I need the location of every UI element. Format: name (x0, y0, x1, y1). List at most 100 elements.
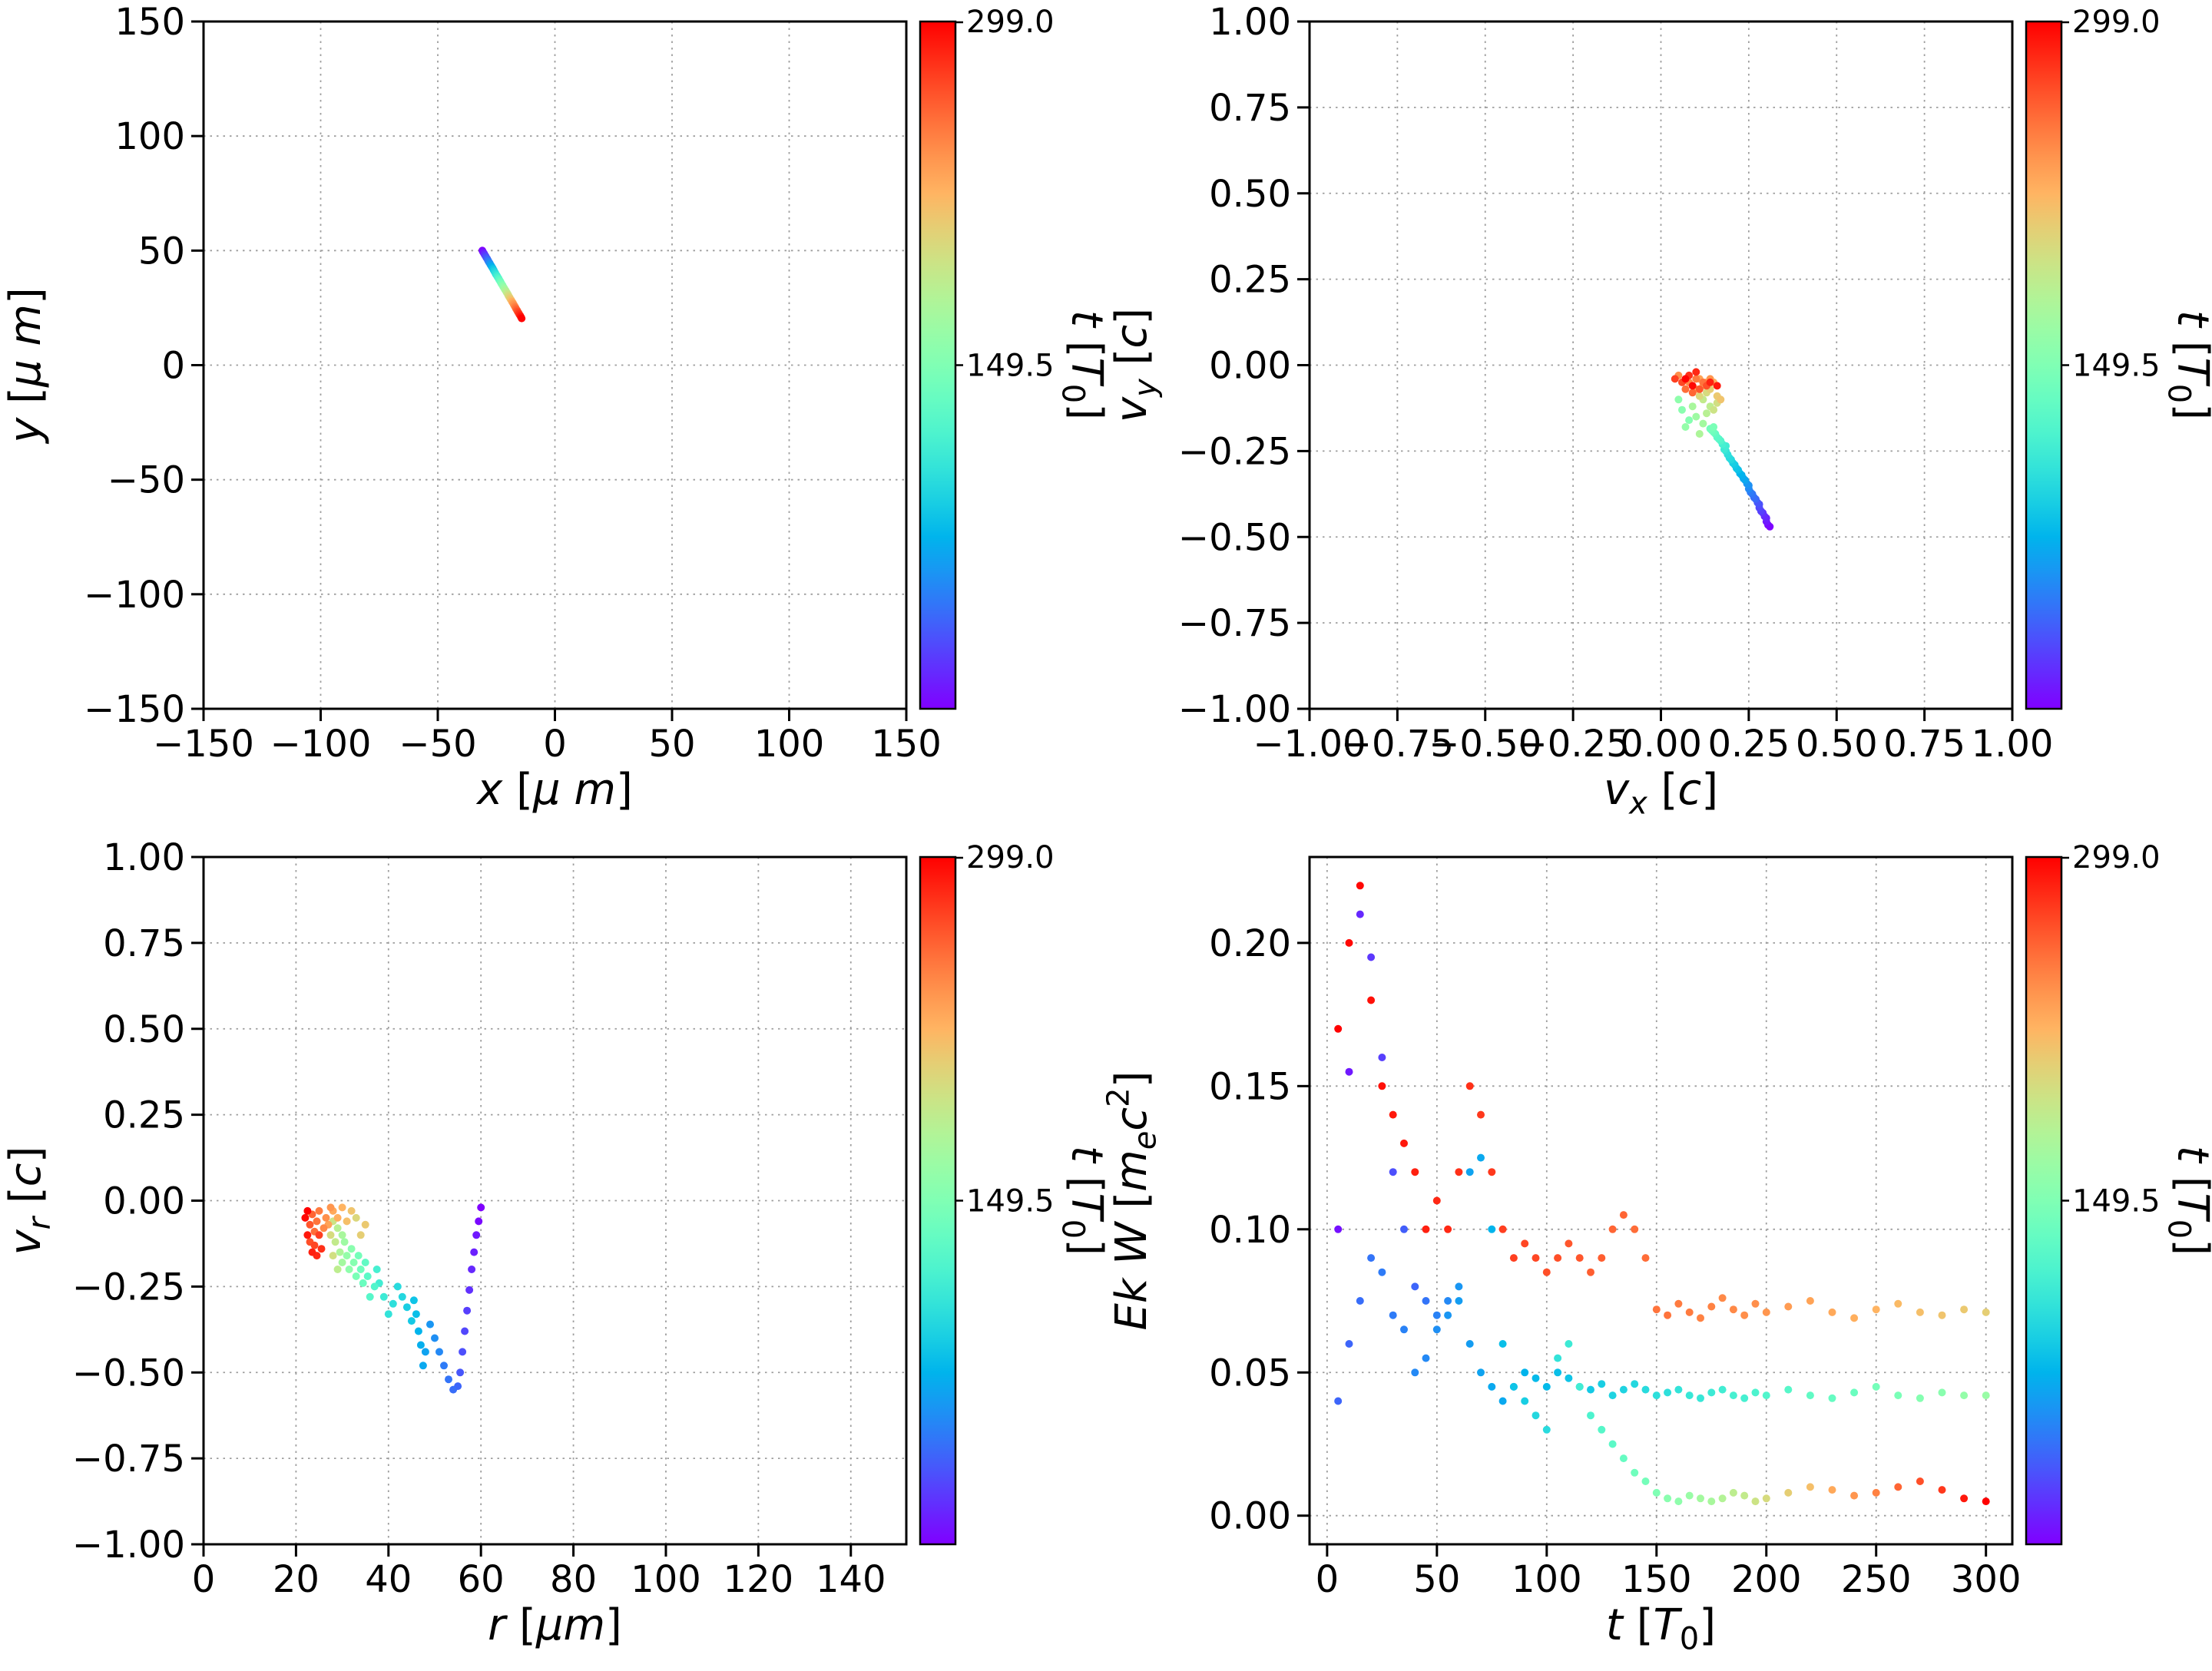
y-tick-label: −0.75 (1178, 602, 1291, 645)
axis-ticks: −1.00−0.75−0.50−0.250.00 0.25 0.50 0.75 1.00… (1178, 1, 2054, 766)
panel-kinetic-energy-vs-time: 0 50 100 150 200 250 300 0.00 0.05 0.10 0.15 0.20 t … (1106, 836, 2212, 1671)
y-tick-label: 0.15 (1209, 1065, 1291, 1108)
x-tick-label: 140 (816, 1558, 886, 1601)
y-tick-label: −0.75 (72, 1438, 185, 1481)
y-tick-label: −150 (84, 688, 185, 731)
axis-ticks: 0 50 100 150 200 250 300 0.00 0.05 0.10 0.15 0.20 (1209, 922, 2021, 1601)
panel-radial-velocity-vs-r: 0 20 40 60 80 100 120 140 −1.00 −0.75 −0.50 −0.25 0.… (0, 836, 1106, 1671)
x-tick-label: 0.50 (1796, 723, 1878, 766)
y-tick-label: 0.20 (1209, 922, 1291, 965)
colorbar-mid-tick-label: 149.5 (2072, 349, 2161, 384)
colorbar: 299.0 149.5t [T0] (919, 840, 1106, 1546)
colorbar-top-tick-label: 299.0 (2072, 840, 2161, 875)
points-layer (1671, 368, 1774, 531)
colorbar-top-tick-label: 299.0 (2072, 5, 2161, 40)
y-tick-label: 0.75 (103, 922, 185, 965)
x-tick-label: 0 (543, 723, 567, 766)
x-tick-label: 0.00 (1620, 723, 1702, 766)
y-tick-label: 0.05 (1209, 1352, 1291, 1395)
x-tick-label: 40 (365, 1558, 412, 1601)
plot-velocity-vx-vy: −1.00−0.75−0.50−0.250.00 0.25 0.50 0.75 1.00… (1107, 1, 2212, 821)
axes-frame (1308, 855, 2014, 1546)
x-tick-label: −0.25 (1517, 723, 1630, 766)
axis-ticks: −150 −100 −50 0 50 100 150 −150 −100 −50 0 50 100 150 (84, 1, 942, 766)
colorbar: 299.0 149.5t [T0] (2025, 840, 2212, 1546)
x-tick-label: 20 (273, 1558, 320, 1601)
x-tick-label: 250 (1841, 1558, 1912, 1601)
y-tick-label: 0 (161, 345, 185, 388)
y-axis-label: vr [c] (1, 1147, 57, 1256)
y-tick-label: 1.00 (1209, 1, 1291, 44)
y-tick-label: 0.50 (103, 1008, 185, 1051)
plot-kinetic-energy-vs-time: 0 50 100 150 200 250 300 0.00 0.05 0.10 0.15 0.20 t … (1106, 840, 2212, 1656)
colorbar: 299.0 149.5t [T0] (919, 5, 1106, 710)
x-tick-label: 120 (724, 1558, 794, 1601)
y-axis-label: vy [c] (1107, 308, 1163, 422)
axis-ticks: 0 20 40 60 80 100 120 140 −1.00 −0.75 −0.50 −0.25 0.… (72, 836, 886, 1601)
x-tick-label: 80 (550, 1558, 597, 1601)
x-tick-label: 0 (1316, 1558, 1339, 1601)
x-tick-label: −50 (399, 723, 476, 766)
y-tick-label: 0.00 (1209, 345, 1291, 388)
x-tick-label: −0.50 (1429, 723, 1541, 766)
y-tick-label: 0.10 (1209, 1209, 1291, 1252)
panel-trajectory-xy: −150 −100 −50 0 50 100 150 −150 −100 −50 0 50 100 150… (0, 0, 1106, 836)
y-tick-label: 50 (138, 230, 185, 273)
x-tick-label: 100 (631, 1558, 701, 1601)
y-tick-label: −0.50 (1178, 516, 1291, 559)
y-tick-label: 0.00 (1209, 1495, 1291, 1538)
colorbar-mid-tick-label: 149.5 (966, 1184, 1055, 1219)
x-tick-label: 100 (754, 723, 825, 766)
colorbar-mid-tick-label: 149.5 (2072, 1184, 2161, 1219)
grid (203, 21, 907, 710)
colorbar-top-tick-label: 299.0 (966, 5, 1055, 40)
x-tick-label: 150 (871, 723, 942, 766)
y-axis-label: Ek W [mec2] (1106, 1071, 1163, 1331)
y-tick-label: −0.50 (72, 1352, 185, 1395)
y-tick-label: 0.50 (1209, 173, 1291, 216)
x-tick-label: −1.00 (1253, 723, 1366, 766)
colorbar-axis-label: t [T0] (2161, 310, 2212, 420)
grid (1310, 857, 2012, 1544)
points-layer (301, 1203, 485, 1394)
y-tick-label: −50 (108, 459, 185, 502)
panel-velocity-vx-vy: −1.00 −0.75 −0.50 −0.25 0.00 0.25 0.50 0.75 1.00… (1106, 0, 2212, 836)
x-tick-label: 100 (1512, 1558, 1582, 1601)
y-tick-label: 0.75 (1209, 87, 1291, 130)
x-tick-label: 60 (458, 1558, 505, 1601)
x-axis-label: t [T0] (1606, 1600, 1716, 1656)
x-tick-label: 300 (1951, 1558, 2022, 1601)
colorbar-axis-label: t [T0] (1055, 1146, 1106, 1256)
colorbar-axis-label: t [T0] (2161, 1146, 2212, 1256)
colorbar-axis-label: t [T0] (1055, 310, 1106, 420)
x-tick-label: −0.75 (1341, 723, 1454, 766)
plot-radial-velocity-vs-r: 0 20 40 60 80 100 120 140 −1.00 −0.75 −0.50 −0.25 0.… (1, 836, 1106, 1650)
x-tick-label: 200 (1731, 1558, 1802, 1601)
x-tick-label: 0.75 (1883, 723, 1965, 766)
points-layer (1334, 882, 1990, 1506)
y-tick-label: 100 (114, 115, 185, 158)
y-tick-label: 0.25 (1209, 259, 1291, 302)
x-tick-label: 150 (1621, 1558, 1692, 1601)
x-axis-label: vx [c] (1604, 765, 1718, 821)
x-tick-label: −150 (153, 723, 254, 766)
x-axis-label: x [μ m] (475, 765, 633, 815)
y-tick-label: −0.25 (1178, 430, 1291, 473)
x-tick-label: 1.00 (1972, 723, 2054, 766)
colorbar-mid-tick-label: 149.5 (966, 349, 1055, 384)
grid (203, 856, 906, 1545)
x-tick-label: 0.25 (1707, 723, 1790, 766)
y-tick-label: 1.00 (103, 836, 185, 879)
y-tick-label: 150 (114, 1, 185, 44)
y-tick-label: −100 (84, 574, 185, 617)
points-layer (478, 247, 526, 323)
y-tick-label: −0.25 (72, 1266, 185, 1309)
x-tick-label: 50 (1413, 1558, 1460, 1601)
plot-trajectory-xy: −150 −100 −50 0 50 100 150 −150 −100 −50 0 50 100 150… (1, 1, 1106, 815)
y-axis-label: y [μ m] (1, 287, 51, 445)
x-tick-label: −100 (270, 723, 372, 766)
y-tick-label: 0.00 (103, 1180, 185, 1223)
y-tick-label: −1.00 (72, 1524, 185, 1567)
colorbar: 299.0 149.5t [T0] (2025, 5, 2212, 710)
